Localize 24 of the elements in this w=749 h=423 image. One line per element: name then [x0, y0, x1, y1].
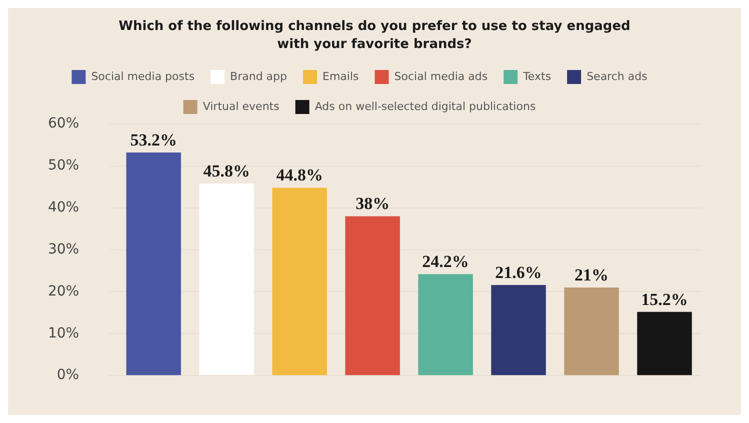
- data-label: 15.2%: [641, 290, 688, 309]
- y-tick-label: 60%: [48, 116, 80, 132]
- y-tick-label: 50%: [48, 158, 80, 174]
- legend-label: Ads on well-selected digital publications: [314, 100, 536, 113]
- legend-label: Emails: [322, 70, 360, 83]
- data-label: 21.6%: [495, 262, 542, 282]
- y-tick-label: 0%: [56, 367, 80, 384]
- legend-label: Texts: [522, 70, 552, 83]
- data-label: 53.2%: [130, 130, 177, 150]
- data-label: 44.8%: [276, 166, 323, 185]
- legend-label: Brand app: [230, 70, 288, 83]
- data-label: 24.2%: [422, 252, 469, 272]
- data-label: 38%: [356, 194, 390, 214]
- y-tick-label: 40%: [48, 200, 80, 216]
- y-tick-label: 10%: [48, 325, 80, 342]
- legend-label: Social media posts: [91, 70, 195, 83]
- y-tick-label: 20%: [48, 283, 80, 300]
- chart-title: Which of the following channels do you prefer to use to stay engaged with your favorite brands?: [118, 18, 632, 54]
- legend-label: Search ads: [586, 70, 648, 83]
- y-tick-label: 30%: [48, 241, 80, 258]
- data-label: 45.8%: [203, 161, 250, 180]
- legend-label: Virtual events: [202, 100, 280, 113]
- legend-label: Social media ads: [394, 70, 488, 83]
- data-label: 21%: [574, 265, 609, 284]
